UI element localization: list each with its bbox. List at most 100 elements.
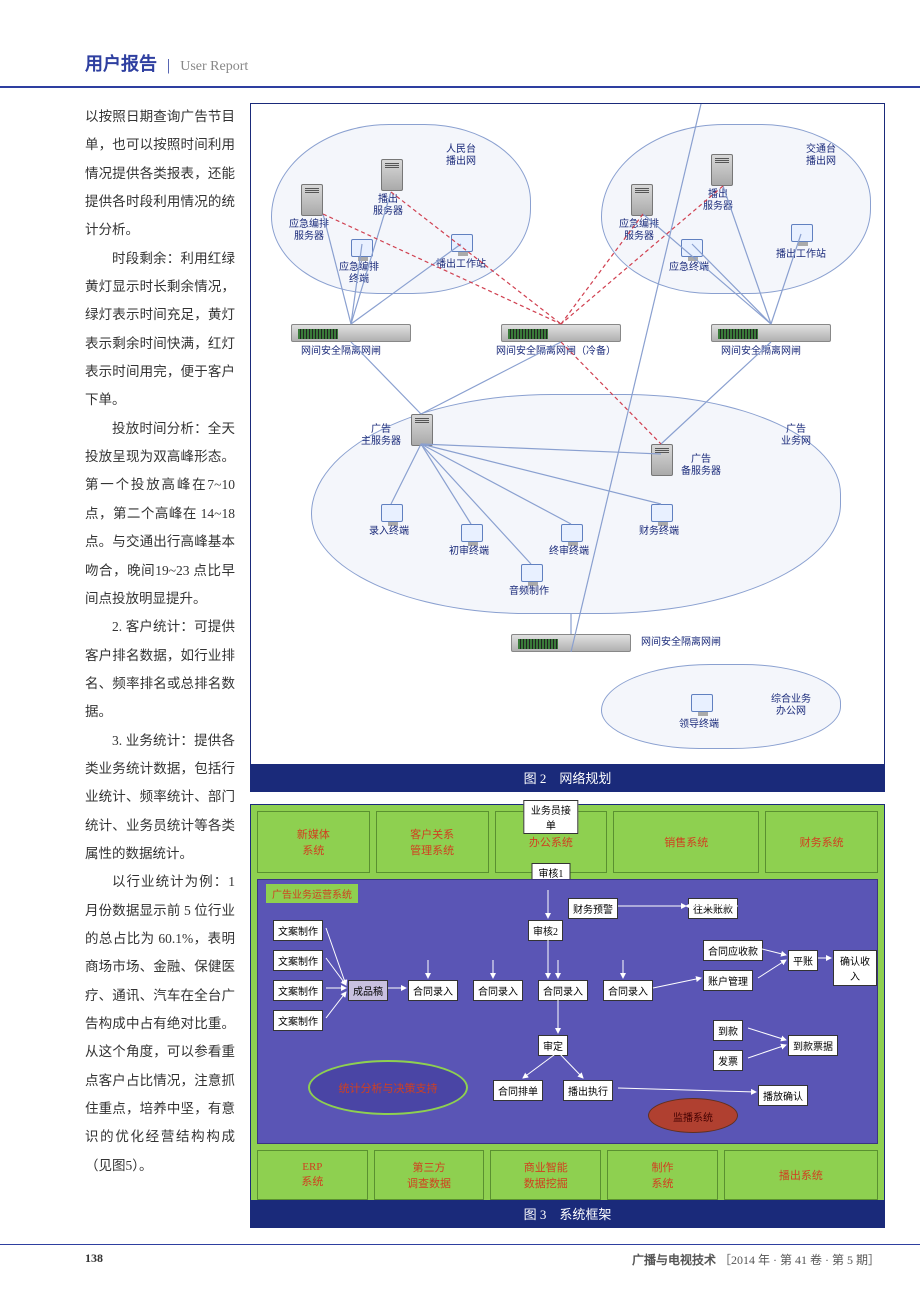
caiwu-yujing: 财务预警 [568,898,618,919]
pc-icon [461,524,483,542]
text-column: 以按照日期查询广告节目单，也可以按照时间利用情况提供各类报表，还能提供各时段利用… [85,103,235,1228]
header-en: User Report [180,59,248,74]
server-icon [631,184,653,216]
pc-icon [351,239,373,257]
red-ellipse: 监播系统 [648,1098,738,1133]
label-yingji-term-l: 应急编排终端 [339,262,379,286]
server-icon [381,159,403,191]
bot-box-0: ERP系统 [257,1150,368,1200]
label-gateway4: 网间安全隔离网闸 [641,637,721,649]
shenhe2: 审核2 [528,920,563,941]
pc-icon [521,564,543,582]
stat-ellipse: 统计分析与决策支持 [308,1060,468,1115]
hetong-3: 合同录入 [603,980,653,1001]
page-number: 138 [85,1251,103,1268]
top-box-0: 新媒体系统 [257,811,370,873]
section-header: 用户报告 | User Report [0,0,920,88]
figure-3-body: 新媒体系统 客户关系管理系统 业务员接单 办公系统 审核1 销售系统 财务系统 … [251,805,884,1200]
label-caiwu: 财务终端 [639,526,679,538]
label-bochu-ws-l: 播出工作站 [436,259,486,271]
queren: 确认收入 [833,950,877,986]
hetong-1: 合同录入 [473,980,523,1001]
pub-name: 广播与电视技术 [632,1253,716,1267]
pingzhang: 平账 [788,950,818,971]
para-3: 投放时间分析：全天投放呈现为双高峰形态。第一个投放高峰在7~10 点，第二个高峰… [85,415,235,613]
top-box-1: 客户关系管理系统 [376,811,489,873]
bobao-qr: 播放确认 [758,1085,808,1106]
figure-column: 人民台播出网 交通台播出网 广告业务网 综合业务办公网 应急编排服务器 播出服务… [250,103,885,1228]
footer: 138 广播与电视技术 ［2014 年 · 第 41 卷 · 第 5 期］ [0,1244,920,1268]
chengpin: 成品稿 [348,980,388,1001]
pc-icon [651,504,673,522]
hetong-0: 合同录入 [408,980,458,1001]
bot-box-3: 制作系统 [607,1150,718,1200]
daokuan: 到款 [713,1020,743,1041]
zhanghu: 账户管理 [703,970,753,991]
figure-2: 人民台播出网 交通台播出网 广告业务网 综合业务办公网 应急编排服务器 播出服务… [250,103,885,792]
gateway-icon [711,324,831,342]
fig3-top-row: 新媒体系统 客户关系管理系统 业务员接单 办公系统 审核1 销售系统 财务系统 [257,811,878,873]
gateway-icon [511,634,631,652]
wenan-0: 文案制作 [273,920,323,941]
label-yingji-srv-r: 应急编排服务器 [619,219,659,243]
label-yinpin: 音频制作 [509,586,549,598]
figure-2-body: 人民台播出网 交通台播出网 广告业务网 综合业务办公网 应急编排服务器 播出服务… [251,104,884,764]
pub-issue: ［2014 年 · 第 41 卷 · 第 5 期］ [719,1253,880,1267]
server-icon [301,184,323,216]
fig3-mid-area: 广告业务运营系统 文案制作 文案制作 文案制作 文案制作 成品稿 审核2 财务预… [257,879,878,1144]
top-box-4: 财务系统 [765,811,878,873]
cloud-tl-title: 人民台播出网 [446,144,476,168]
bochu-zx: 播出执行 [563,1080,613,1101]
pc-icon [681,239,703,257]
label-gateway2: 网间安全隔离网闸（冷备） [496,346,616,358]
server-icon [651,444,673,476]
top-label: 业务员接单 [523,800,578,834]
label-yingji-term-r: 应急终端 [669,262,709,274]
top-box-2: 业务员接单 办公系统 审核1 [495,811,608,873]
cloud-tr-title: 交通台播出网 [806,144,836,168]
label-luru: 录入终端 [369,526,409,538]
figure-3-caption: 图 3 系统框架 [251,1200,884,1227]
wenan-1: 文案制作 [273,950,323,971]
server-icon [411,414,433,446]
hetong-pd: 合同排单 [493,1080,543,1101]
label-bochu-ws-r: 播出工作站 [776,249,826,261]
hetong-2: 合同录入 [538,980,588,1001]
label-gateway1: 网间安全隔离网闸 [301,346,381,358]
pc-icon [791,224,813,242]
wenan-3: 文案制作 [273,1010,323,1031]
shending: 审定 [538,1035,568,1056]
top-box-2-txt: 办公系统 [529,834,573,850]
label-bochu-srv-l: 播出服务器 [373,194,403,218]
para-5: 3. 业务统计：提供各类业务统计数据，包括行业统计、频率统计、部门统计、业务员统… [85,727,235,869]
wenan-2: 文案制作 [273,980,323,1001]
publication-info: 广播与电视技术 ［2014 年 · 第 41 卷 · 第 5 期］ [632,1251,880,1268]
cloud-mid-title: 广告业务网 [781,424,811,448]
fapiao: 发票 [713,1050,743,1071]
fig3-bot-row: ERP系统 第三方调查数据 商业智能数据挖掘 制作系统 播出系统 [257,1150,878,1200]
pc-icon [451,234,473,252]
hetong-ys: 合同应收款 [703,940,763,961]
gateway-icon [291,324,411,342]
bot-box-4: 播出系统 [724,1150,878,1200]
gateway-icon [501,324,621,342]
header-cn: 用户报告 [85,54,157,74]
header-sep: | [167,57,170,74]
cloud-bot-title: 综合业务办公网 [771,694,811,718]
label-chushen: 初审终端 [449,546,489,558]
label-zhongshen: 终审终端 [549,546,589,558]
label-ad-backup: 广告备服务器 [681,454,721,478]
pc-icon [691,694,713,712]
content-area: 以按照日期查询广告节目单，也可以按照时间利用情况提供各类报表，还能提供各时段利用… [0,103,920,1228]
mid-title: 广告业务运营系统 [266,884,358,903]
daokuan-pj: 到款票据 [788,1035,838,1056]
figure-2-caption: 图 2 网络规划 [251,764,884,791]
pc-icon [381,504,403,522]
server-icon [711,154,733,186]
figure-3: 新媒体系统 客户关系管理系统 业务员接单 办公系统 审核1 销售系统 财务系统 … [250,804,885,1228]
para-6: 以行业统计为例：1 月份数据显示前 5 位行业的总占比为 60.1%，表明商场市… [85,868,235,1180]
bot-box-1: 第三方调查数据 [374,1150,485,1200]
wanglai: 往来账款 [688,898,738,919]
label-lingdao: 领导终端 [679,719,719,731]
top-box-3: 销售系统 [613,811,759,873]
